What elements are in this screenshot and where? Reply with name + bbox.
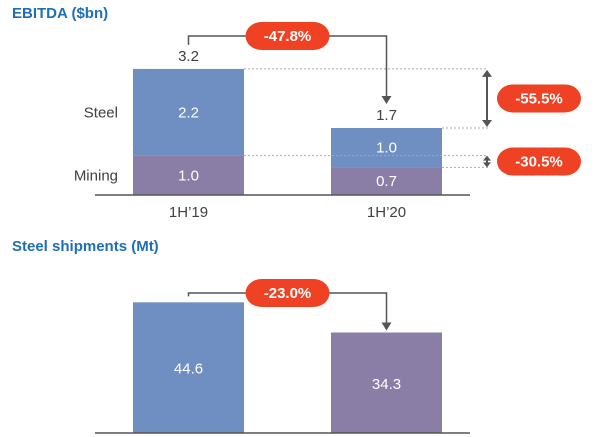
bar-steel-1h20 <box>331 128 442 168</box>
bar-mining-1h19 <box>133 155 244 195</box>
shipments-chart-title: Steel shipments (Mt) <box>12 238 159 255</box>
ebitda-total-change-text: -47.8% <box>264 28 312 45</box>
ebitda-change-arrowhead <box>381 96 392 105</box>
mining-label-1h20: 0.7 <box>376 173 397 190</box>
steel-label-1h19: 2.2 <box>178 104 199 121</box>
category-label-1h20: 1H’20 <box>367 204 406 221</box>
series-label-mining: Mining <box>74 167 118 184</box>
mining-change-badge: -30.5% <box>497 147 581 176</box>
shipments-label-1h19: 44.6 <box>174 361 203 378</box>
bar-steel-1h19 <box>133 68 244 156</box>
ebitda-bars <box>133 68 442 195</box>
category-label-1h19: 1H’19 <box>169 204 208 221</box>
total-label-1h20: 1.7 <box>376 107 397 124</box>
mining-label-1h19: 1.0 <box>178 167 199 184</box>
steel-label-1h20: 1.0 <box>376 140 397 157</box>
ebitda-chart-title: EBITDA ($bn) <box>12 5 108 22</box>
ebitda-total-change-badge: -47.8% <box>245 22 330 50</box>
mining-change-arrow <box>483 155 491 168</box>
series-label-steel: Steel <box>84 104 118 121</box>
shipments-change-text: -23.0% <box>264 285 312 302</box>
bar-mining-1h20 <box>331 167 442 195</box>
bar-shipments-1h19 <box>133 302 244 433</box>
bar-shipments-1h20 <box>331 332 442 433</box>
steel-change-arrow <box>482 69 492 128</box>
total-label-1h19: 3.2 <box>178 48 199 65</box>
steel-change-badge: -55.5% <box>497 84 581 113</box>
shipments-change-badge: -23.0% <box>245 279 330 307</box>
shipments-label-1h20: 34.3 <box>372 376 401 393</box>
shipments-change-arrowhead <box>381 322 392 331</box>
mining-change-text: -30.5% <box>515 154 563 171</box>
steel-change-text: -55.5% <box>515 90 563 107</box>
